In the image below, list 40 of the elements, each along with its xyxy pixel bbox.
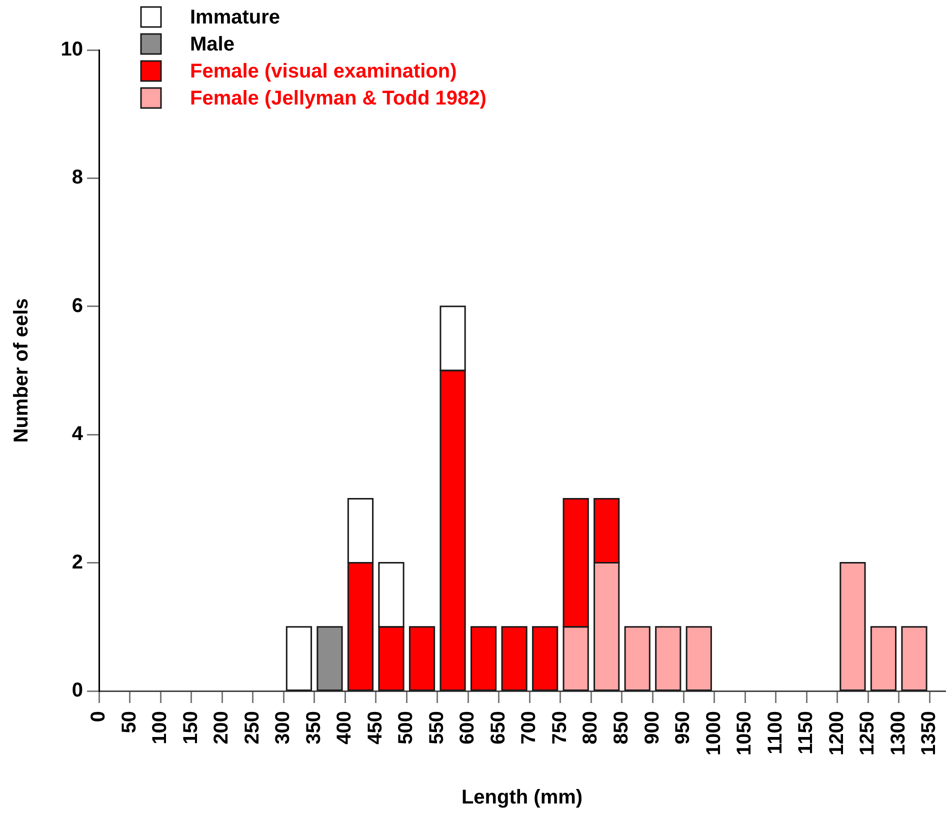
x-tick-label: 1300 [887,711,910,756]
x-tick-label: 750 [548,711,571,744]
x-tick-label: 1100 [764,711,786,754]
x-tick-label: 900 [641,711,664,744]
x-tick-label: 250 [241,711,264,744]
y-tick-label: 10 [60,38,83,61]
x-tick-label: 1250 [856,711,879,756]
legend-label: Female (visual examination) [190,60,457,83]
legend-label: Female (Jellyman & Todd 1982) [190,88,486,110]
x-tick-label: 650 [487,711,510,744]
x-tick-label: 1200 [826,711,848,756]
x-tick-label: 450 [364,711,386,744]
x-tick-label: 1150 [795,711,818,754]
x-tick-label: 550 [426,711,448,744]
x-tick-label: 1350 [918,711,940,756]
x-tick-label: 350 [302,711,325,744]
legend-label: Immature [190,6,280,29]
y-tick-label: 6 [72,294,83,317]
x-tick-label: 600 [456,711,479,744]
y-axis-title: Number of eels [10,298,33,443]
y-tick-label: 2 [72,551,83,574]
x-tick-label: 50 [118,711,140,734]
y-tick-label: 8 [72,166,83,189]
x-tick-label: 800 [580,711,602,744]
x-tick-label: 300 [272,711,294,744]
x-tick-label: 200 [210,711,233,744]
x-tick-label: 100 [149,711,172,744]
y-tick-label: 0 [72,680,83,702]
x-tick-label: 500 [395,711,418,744]
x-tick-label: 1000 [702,711,725,756]
x-tick-label: 400 [334,711,356,744]
x-tick-label: 150 [180,711,202,744]
x-axis-title: Length (mm) [461,786,583,809]
x-tick-label: 700 [518,711,540,744]
y-tick-label: 4 [72,423,84,446]
x-tick-label: 0 [88,711,110,722]
legend-label: Male [190,34,234,56]
x-tick-label: 950 [672,711,694,744]
x-tick-label: 1050 [734,711,756,756]
x-tick-label: 850 [610,711,632,744]
